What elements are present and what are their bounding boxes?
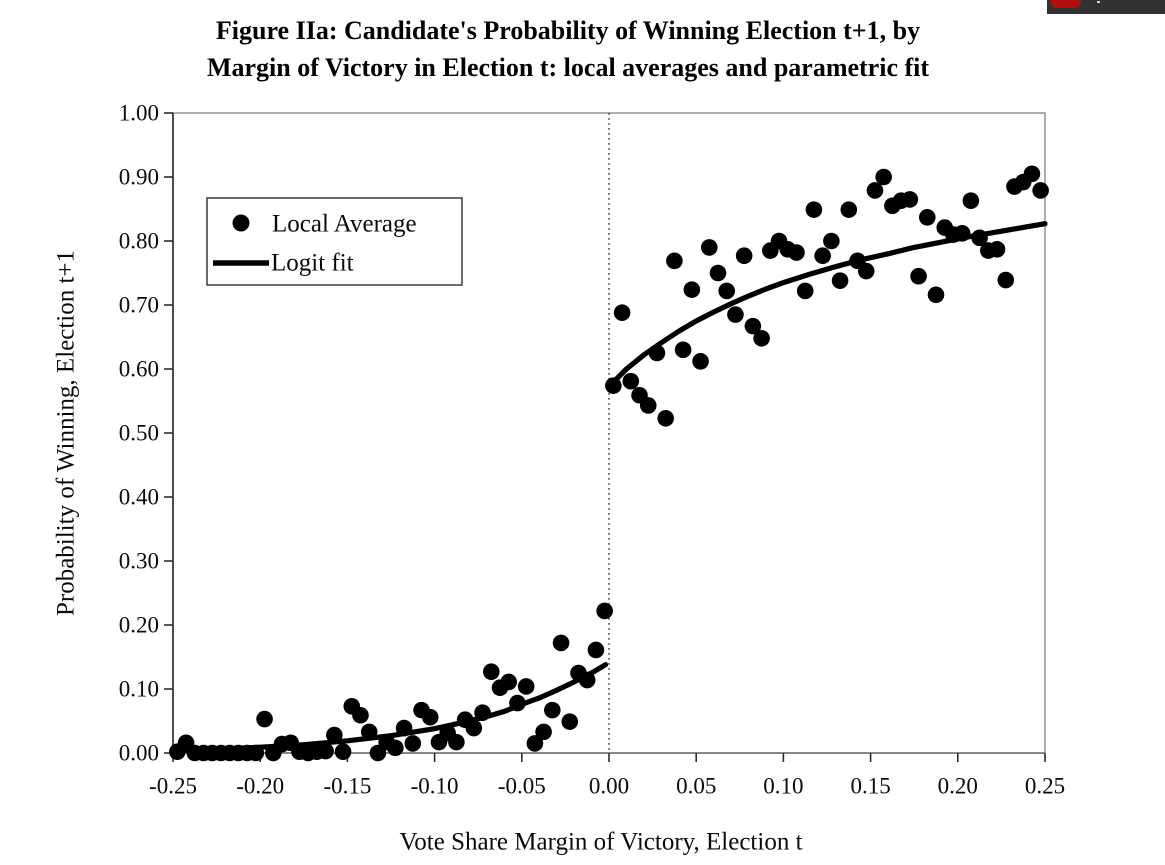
scatter-point [526, 735, 544, 752]
scatter-point [509, 694, 526, 712]
scatter-point [927, 286, 945, 304]
x-tick-label: 0.05 [676, 774, 716, 799]
scatter-point [448, 733, 465, 751]
y-tick-label: 0.70 [119, 293, 159, 318]
scatter-point [700, 239, 718, 256]
figure-title-line1: Figure IIa: Candidate's Probability of W… [215, 16, 921, 45]
x-tick-label: -0.20 [236, 774, 284, 799]
x-tick-label: 0.15 [850, 774, 890, 799]
scatter-point [840, 201, 858, 218]
legend-box [206, 197, 463, 286]
scatter-point [352, 706, 369, 724]
x-tick-label: 0.20 [938, 774, 978, 799]
scatter-point [918, 209, 936, 226]
scatter-point [1023, 165, 1041, 183]
scatter-point [735, 247, 753, 265]
scatter-point [718, 282, 736, 300]
figure-title-line2: Margin of Victory in Election t: local a… [206, 53, 930, 82]
scatter-point [639, 397, 657, 414]
scatter-point [482, 663, 500, 681]
y-tick-label: 0.80 [119, 229, 159, 254]
scatter-point [535, 723, 552, 741]
y-tick-label: 0.30 [119, 549, 159, 574]
scatter-point [648, 344, 666, 362]
scatter-point [561, 713, 579, 730]
legend-dot-marker [232, 214, 250, 232]
scatter-point [683, 281, 701, 298]
scatter-point [360, 723, 378, 741]
scatter-point [866, 182, 884, 199]
scatter-point [517, 678, 535, 695]
scatter-point [901, 191, 919, 208]
x-axis-title: Vote Share Margin of Victory, Election t [399, 829, 802, 856]
scatter-point [247, 744, 265, 762]
scatter-point [334, 743, 352, 761]
x-tick-label: -0.25 [149, 774, 197, 799]
scatter-point [997, 271, 1015, 289]
scatter-point [1032, 182, 1049, 199]
scatter-point [326, 726, 343, 744]
x-tick-label: -0.15 [323, 774, 371, 799]
scatter-point [910, 267, 927, 285]
x-tick-label: 0.25 [1025, 774, 1065, 799]
scatter-point [709, 264, 727, 282]
legend-label-local-average: Local Average [272, 211, 417, 238]
scatter-point [657, 409, 674, 427]
scatter-point [796, 282, 814, 300]
scatter-point [605, 377, 622, 394]
scatter-point [317, 742, 334, 760]
y-tick-label: 0.90 [119, 165, 159, 190]
y-tick-label: 1.00 [119, 101, 159, 126]
scatter-point [753, 329, 770, 347]
scatter-point [666, 252, 683, 270]
scatter-point [395, 719, 413, 737]
scatter-point [596, 602, 613, 620]
scatter-point [988, 241, 1006, 258]
scatter-point [465, 719, 483, 737]
scatter-point [552, 634, 570, 652]
y-tick-label: 0.00 [119, 741, 159, 766]
scatter-point [744, 317, 762, 335]
scatter-point [474, 704, 491, 721]
scatter-point [674, 341, 692, 359]
y-tick-label: 0.60 [119, 357, 159, 382]
scatter-point [404, 735, 422, 752]
scatter-point [587, 641, 605, 659]
y-tick-label: 0.20 [119, 613, 159, 638]
scatter-point [788, 244, 805, 261]
x-tick-label: -0.10 [411, 774, 459, 799]
scatter-point [613, 304, 631, 321]
x-tick-label: -0.05 [498, 774, 546, 799]
scatter-point [727, 306, 744, 323]
scatter-point [692, 353, 709, 370]
y-axis-title: Probability of Winning, Election t+1 [53, 250, 80, 616]
scatter-point [823, 232, 840, 250]
scatter-point [805, 201, 823, 218]
scatter-point [544, 701, 561, 719]
toolbar-speck [1097, 1, 1100, 3]
scatter-point [857, 262, 875, 280]
scatter-point [578, 671, 596, 689]
red-toolbar-button[interactable] [1051, 0, 1081, 8]
y-tick-label: 0.40 [119, 485, 159, 510]
scatter-point [421, 708, 439, 726]
figure-title: Figure IIa: Candidate's Probability of W… [168, 12, 968, 86]
scatter-point [256, 710, 273, 728]
scatter-point [814, 247, 831, 265]
scatter-point [500, 673, 518, 691]
x-tick-label: 0.10 [763, 774, 803, 799]
x-tick-label: 0.00 [589, 774, 629, 799]
scatter-point [875, 168, 892, 186]
scatter-point [953, 225, 971, 242]
legend-label-logit-fit: Logit fit [271, 250, 354, 277]
y-tick-label: 0.10 [119, 677, 159, 702]
scatter-point [387, 739, 404, 757]
scatter-point [962, 192, 980, 209]
scatter-point [831, 272, 849, 289]
y-tick-label: 0.50 [119, 421, 159, 446]
scatter-point [971, 229, 988, 247]
scatter-point [622, 372, 640, 390]
